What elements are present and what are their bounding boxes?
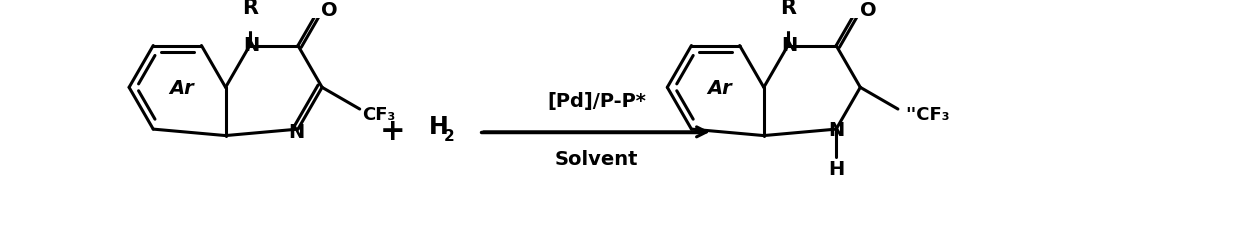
Text: R: R [242,0,258,18]
Text: Ar: Ar [169,79,193,98]
Text: N: N [243,36,260,55]
Text: [Pd]/P-P*: [Pd]/P-P* [548,92,647,111]
Text: CF₃: CF₃ [362,106,395,123]
Text: N: N [828,122,844,140]
Text: R: R [779,0,795,18]
Text: O: O [860,0,876,19]
Text: H: H [828,160,844,179]
Text: O: O [321,0,338,19]
Text: Ar: Ar [707,79,732,98]
Text: Solvent: Solvent [555,150,638,169]
Text: H: H [429,115,449,139]
Text: ''CF₃: ''CF₃ [906,106,950,123]
Text: N: N [782,36,798,55]
Text: N: N [287,123,305,142]
Text: 2: 2 [444,129,455,144]
Text: +: + [380,117,405,146]
